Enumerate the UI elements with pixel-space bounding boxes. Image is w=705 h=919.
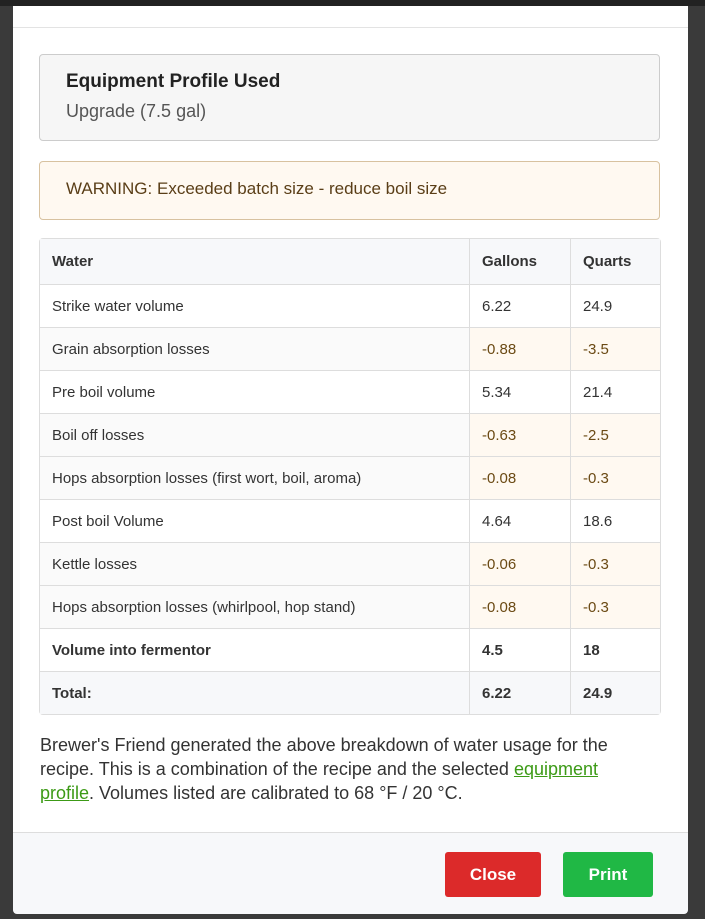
- table-row: Total: 6.22 24.9: [40, 672, 660, 714]
- row-quarts: 24.9: [570, 672, 660, 714]
- row-label: Boil off losses: [40, 414, 469, 457]
- modal-footer: Close Print: [13, 832, 688, 914]
- row-label: Strike water volume: [40, 285, 469, 328]
- row-gallons: -0.06: [469, 543, 570, 586]
- row-quarts: -3.5: [570, 328, 660, 371]
- water-breakdown-modal: Equipment Profile Used Upgrade (7.5 gal)…: [13, 6, 688, 914]
- close-button[interactable]: Close: [445, 852, 541, 897]
- header-gallons: Gallons: [469, 239, 570, 285]
- equipment-profile-link[interactable]: equipment profile: [40, 759, 599, 803]
- footnote-text-end: . Volumes listed are calibrated to 68 °F…: [89, 783, 463, 803]
- equipment-profile-value: Upgrade (7.5 gal): [66, 101, 207, 121]
- row-quarts: 24.9: [570, 285, 660, 328]
- row-quarts: 18: [570, 629, 660, 672]
- row-gallons: 4.5: [469, 629, 570, 672]
- row-gallons: 4.64: [469, 500, 570, 543]
- table-row: Hops absorption losses (whirlpool, hop s…: [40, 586, 660, 629]
- table-row: Grain absorption losses -0.88 -3.5: [40, 328, 660, 371]
- row-label: Hops absorption losses (first wort, boil…: [40, 457, 469, 500]
- row-label: Hops absorption losses (whirlpool, hop s…: [40, 586, 469, 629]
- row-label: Kettle losses: [40, 543, 469, 586]
- print-button[interactable]: Print: [563, 852, 653, 897]
- table-row: Kettle losses -0.06 -0.3: [40, 543, 660, 586]
- row-label: Grain absorption losses: [40, 328, 469, 371]
- table-row: Post boil Volume 4.64 18.6: [40, 500, 660, 543]
- water-table: Water Gallons Quarts Strike water volume…: [39, 238, 661, 715]
- row-gallons: -0.08: [469, 586, 570, 629]
- row-label: Volume into fermentor: [40, 629, 469, 672]
- row-label: Pre boil volume: [40, 371, 469, 414]
- warning-alert: WARNING: Exceeded batch size - reduce bo…: [39, 161, 660, 220]
- table-row: Boil off losses -0.63 -2.5: [40, 414, 660, 457]
- row-quarts: -0.3: [570, 543, 660, 586]
- row-gallons: 6.22: [469, 285, 570, 328]
- header-quarts: Quarts: [570, 239, 660, 285]
- table-row: Pre boil volume 5.34 21.4: [40, 371, 660, 414]
- row-gallons: -0.63: [469, 414, 570, 457]
- row-gallons: -0.08: [469, 457, 570, 500]
- modal-header: [13, 6, 688, 28]
- row-gallons: -0.88: [469, 328, 570, 371]
- header-water: Water: [40, 239, 469, 285]
- equipment-profile-panel: Equipment Profile Used Upgrade (7.5 gal): [39, 54, 660, 141]
- table-row: Strike water volume 6.22 24.9: [40, 285, 660, 328]
- row-quarts: -0.3: [570, 457, 660, 500]
- footnote: Brewer's Friend generated the above brea…: [40, 733, 650, 805]
- table-row: Hops absorption losses (first wort, boil…: [40, 457, 660, 500]
- row-quarts: 18.6: [570, 500, 660, 543]
- equipment-profile-title: Equipment Profile Used: [66, 71, 281, 92]
- table-row: Volume into fermentor 4.5 18: [40, 629, 660, 672]
- row-gallons: 5.34: [469, 371, 570, 414]
- footnote-text: Brewer's Friend generated the above brea…: [40, 735, 608, 779]
- row-quarts: 21.4: [570, 371, 660, 414]
- row-label: Post boil Volume: [40, 500, 469, 543]
- row-gallons: 6.22: [469, 672, 570, 714]
- page-backdrop: [0, 0, 705, 6]
- row-label: Total:: [40, 672, 469, 714]
- row-quarts: -2.5: [570, 414, 660, 457]
- row-quarts: -0.3: [570, 586, 660, 629]
